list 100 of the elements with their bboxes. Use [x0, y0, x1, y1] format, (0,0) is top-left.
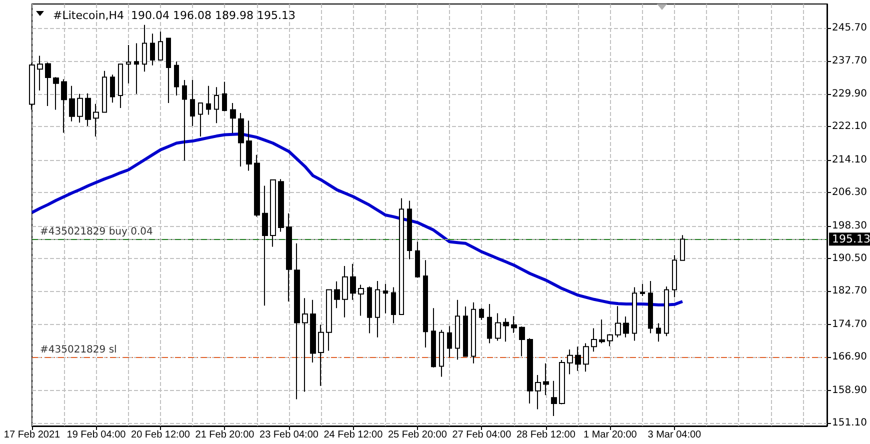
candlestick: [53, 76, 59, 110]
x-tick-label: 17 Feb 2021: [4, 430, 61, 440]
candlestick: [61, 78, 67, 134]
candlestick: [134, 42, 139, 94]
x-tick-label: 21 Feb 20:00: [195, 430, 255, 440]
candlestick: [190, 80, 195, 127]
y-tick-label: 166.90: [832, 352, 868, 363]
text: #Litecoin,H4 190.04 196.08 189.98 195.13: [53, 9, 296, 22]
candlestick: [423, 260, 428, 348]
candlestick: [415, 241, 420, 278]
candlestick: [367, 286, 372, 334]
candlestick: [198, 102, 203, 137]
candlestick: [318, 324, 324, 386]
y-tick-label: 245.70: [832, 22, 868, 34]
candlestick: [45, 62, 51, 106]
candlestick: [559, 359, 565, 405]
candlestick: [126, 44, 131, 84]
candlestick: [656, 322, 661, 342]
candlestick: [214, 86, 219, 124]
candlestick: [158, 31, 163, 61]
y-tick-label: 182.70: [832, 286, 868, 297]
candlestick: [326, 289, 332, 352]
x-tick-label: 20 Feb 12:00: [131, 430, 190, 440]
candlestick: [230, 102, 236, 134]
candlestick: [286, 212, 292, 302]
candlestick: [77, 93, 83, 124]
candlestick: [262, 185, 268, 306]
y-tick-label: 237.70: [832, 56, 868, 67]
candlestick: [110, 74, 115, 104]
candlestick: [391, 286, 396, 324]
y-tick-label: 190.50: [832, 252, 868, 264]
candlestick: [632, 286, 637, 342]
candlestick: [471, 302, 476, 364]
candlestick: [206, 85, 211, 116]
y-tick-label: 158.90: [832, 384, 868, 396]
candlestick: [246, 120, 252, 172]
candlestick: [142, 24, 147, 72]
candlestick: [37, 55, 43, 91]
candlestick: [222, 81, 227, 112]
candlestick: [463, 306, 468, 358]
candlestick: [278, 178, 284, 232]
candlestick: [543, 362, 549, 396]
y-tick-label: 198.30: [832, 220, 868, 232]
x-tick-label: 28 Feb 12:00: [516, 430, 576, 440]
candlestick: [439, 329, 444, 378]
line-series: [30, 132, 684, 306]
candlestick: [383, 283, 388, 314]
candlestick: [93, 103, 99, 137]
candlestick: [511, 316, 517, 334]
candlestick: [503, 318, 509, 342]
candlestick: [85, 92, 91, 127]
candlestick: [150, 33, 155, 66]
candlestick: [407, 200, 412, 260]
candlestick: [680, 234, 685, 262]
candlestick: [302, 298, 308, 392]
candlestick: [648, 280, 653, 334]
candlestick: [575, 346, 581, 372]
candlestick: [455, 299, 460, 360]
candlestick: [375, 280, 380, 338]
x-tick-label: 19 Feb 04:00: [66, 430, 126, 440]
candlestick: [358, 284, 364, 316]
candlestick: [583, 342, 589, 372]
candlestick: [238, 112, 244, 168]
y-tick-label: 222.10: [832, 120, 868, 132]
x-tick-label: 1 Mar 20:00: [584, 430, 638, 440]
candlestick: [182, 80, 187, 162]
candlestick: [294, 242, 300, 400]
candlestick: [118, 64, 123, 109]
candlestick: [342, 265, 348, 318]
candlestick: [310, 299, 316, 363]
candlestick: [535, 374, 541, 410]
x-tick-label: 3 Mar 04:00: [648, 430, 702, 440]
y-tick-label: 174.70: [832, 318, 868, 330]
candlestick: [447, 326, 452, 358]
candlestick: [640, 283, 645, 297]
candlestick: [672, 254, 677, 298]
candlestick: [519, 326, 525, 357]
candlestick: [527, 338, 533, 404]
candlestick: [567, 349, 573, 375]
candlestick: [399, 198, 404, 315]
y-tick-label: 214.10: [832, 154, 868, 166]
candlestick: [174, 61, 179, 96]
candlestick: [431, 308, 436, 368]
ref-line-label: 195.13: [832, 232, 870, 246]
candlestick: [623, 316, 629, 338]
candlestick: [487, 303, 492, 344]
x-tick-label: 25 Feb 20:00: [388, 430, 448, 440]
candlestick: [350, 263, 356, 300]
candlestick: [334, 280, 340, 309]
x-tick-label: 27 Feb 04:00: [452, 430, 512, 440]
x-tick-label: 24 Feb 12:00: [324, 430, 384, 440]
candlestick: [551, 380, 557, 416]
candlestick: [69, 85, 75, 122]
candlestick: [607, 334, 613, 347]
y-tick-label: 229.90: [832, 88, 868, 100]
candlestick: [495, 312, 501, 342]
ref-line-label: #435021829 buy 0.04: [40, 226, 153, 238]
candlestick: [254, 154, 260, 218]
candlestick: [270, 179, 276, 248]
y-tick-label: 151.10: [832, 418, 868, 429]
